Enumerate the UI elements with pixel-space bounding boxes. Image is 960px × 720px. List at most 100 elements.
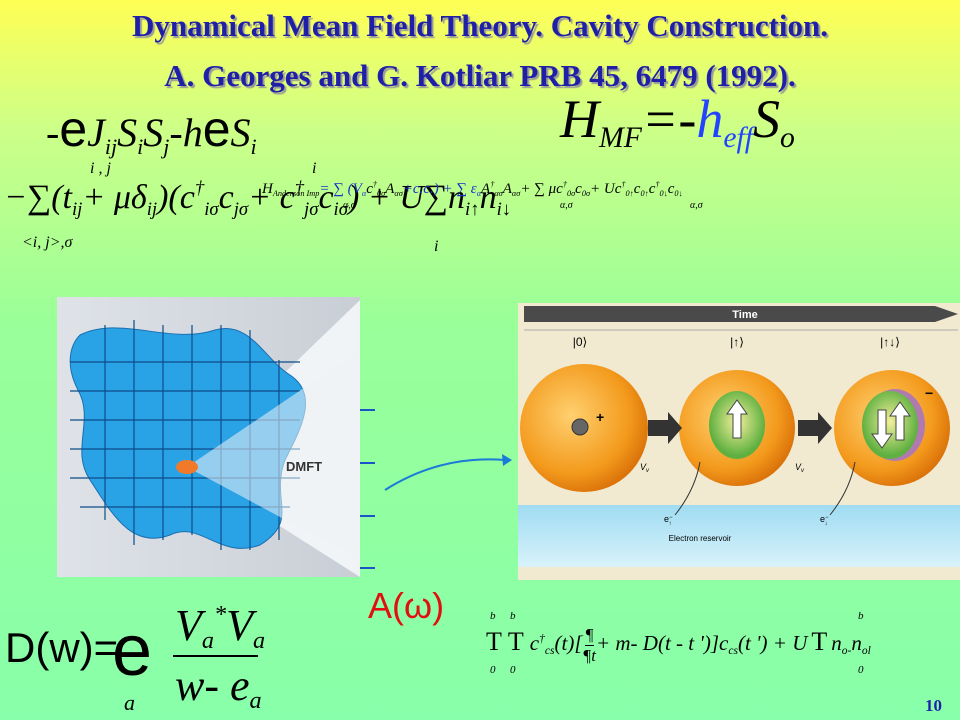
spin-up <box>889 401 911 441</box>
fraction-numerator: Va*Va <box>175 600 265 655</box>
symbol: = ∑ (V <box>319 181 362 198</box>
symbol: S <box>753 89 780 149</box>
subscript: i <box>137 133 144 159</box>
superscript: † <box>490 180 495 189</box>
subscript: cs <box>544 645 555 658</box>
symbol: w- e <box>175 661 250 710</box>
symbol: ) + U <box>347 179 424 217</box>
symbol: ¶ <box>584 625 594 646</box>
subscript: v <box>801 468 805 474</box>
heisenberg-equation: -eJijSiSj-heSi <box>46 100 257 160</box>
transition-arrow <box>798 412 832 444</box>
symbol: A <box>502 181 512 198</box>
integral-limit: 0 <box>490 664 496 676</box>
electron-label: e− ↓ <box>820 514 829 527</box>
symbol: + ∑ μc <box>520 181 563 198</box>
state-label: |↑⟩ <box>730 335 744 349</box>
symbol: + c <box>248 179 295 217</box>
subscript: eff <box>723 122 753 155</box>
subscript: 0↑ <box>640 189 649 199</box>
symbol: S <box>117 110 138 155</box>
sum-limit: <i, j>,σ <box>22 234 73 251</box>
symbol: n <box>479 179 497 217</box>
hubbard-equation: −∑(tij+ μδij)(c†iσcjσ+ c†jσciσ) + U∑ni↑n… <box>4 178 511 221</box>
reservoir <box>518 505 960 567</box>
sum-limit: α,σ <box>690 200 703 211</box>
page-number: 10 <box>925 696 942 715</box>
cone-overlay <box>187 350 360 560</box>
symbol: c <box>318 179 334 217</box>
symbol: c <box>218 179 234 217</box>
subscript: j <box>163 133 170 159</box>
subscript: ij <box>71 198 83 220</box>
symbol: c <box>529 631 540 656</box>
symbol: T <box>507 627 524 657</box>
symbol: ∑ <box>423 179 449 217</box>
tunneling-arrow <box>829 461 856 516</box>
symbol: A <box>481 181 491 198</box>
symbol: = <box>641 89 679 149</box>
subscript: 0σ <box>566 189 576 199</box>
superscript: † <box>621 180 626 189</box>
subscript: jσ <box>304 198 319 220</box>
symbol: c <box>366 181 373 198</box>
superscript: * <box>213 600 227 628</box>
symbol: c <box>648 181 656 198</box>
symbol: c <box>667 181 675 198</box>
subscript: ol <box>861 645 871 658</box>
subscript: α <box>361 189 367 199</box>
integral-limit: b <box>490 610 496 622</box>
symbol: J <box>87 110 105 155</box>
symbol: e <box>59 101 88 157</box>
subscript: ασ <box>494 189 503 199</box>
subscript: o <box>780 122 795 155</box>
symbol: h <box>696 89 724 149</box>
spin-down <box>871 409 893 449</box>
superscript: † <box>372 180 377 189</box>
impurity-site <box>176 460 198 474</box>
coupling-label: Vv <box>640 462 650 474</box>
sum-symbol: e <box>112 611 153 691</box>
subscript: iσ <box>204 198 219 220</box>
symbol: c <box>633 181 641 198</box>
subscript: MF <box>599 122 642 155</box>
subscript: i <box>250 133 257 159</box>
sum-limit: α,σ <box>343 200 356 211</box>
fraction-denominator: w- ea <box>175 660 262 715</box>
sum-limit: i <box>312 160 317 177</box>
charge-label: − <box>925 385 933 401</box>
symbol: - <box>46 110 60 155</box>
reservoir-label: Electron reservoir <box>669 534 732 543</box>
integral-limit: b <box>510 610 516 622</box>
anderson-equation: HAnderson Imp= ∑ (Vαc†0σAασ+c.c.) + ∑ εα… <box>262 180 683 198</box>
symbol: ∑ <box>26 179 52 217</box>
fraction: ¶ ¶t <box>583 625 596 666</box>
symbol: S <box>143 110 164 155</box>
state-label: |0⟩ <box>573 335 587 349</box>
time-arrow <box>524 306 958 322</box>
integral-limit: b <box>858 610 864 622</box>
superscript: † <box>294 178 305 199</box>
symbol: H <box>262 181 273 198</box>
spectral-function: A(ω) <box>368 585 445 626</box>
symbol: - <box>678 89 697 149</box>
subscript: i↓ <box>496 198 512 220</box>
superscript: † <box>194 178 205 199</box>
title-line: Dynamical Mean Field Theory. Cavity Cons… <box>131 8 829 43</box>
subscript: ↑ <box>669 521 672 527</box>
subscript: ij <box>104 133 118 159</box>
subscript: Anderson Imp <box>272 189 320 199</box>
electron-state <box>862 391 918 459</box>
superscript: − <box>669 515 673 521</box>
integral-limit: 0 <box>510 664 516 676</box>
symbol: n <box>831 631 842 656</box>
symbol: c <box>575 181 582 198</box>
subscript: jσ <box>233 198 249 220</box>
integral-limit: 0 <box>858 664 864 676</box>
superscript: † <box>539 632 545 645</box>
subscript: 0↓ <box>659 189 668 199</box>
bath-levels <box>360 409 375 569</box>
